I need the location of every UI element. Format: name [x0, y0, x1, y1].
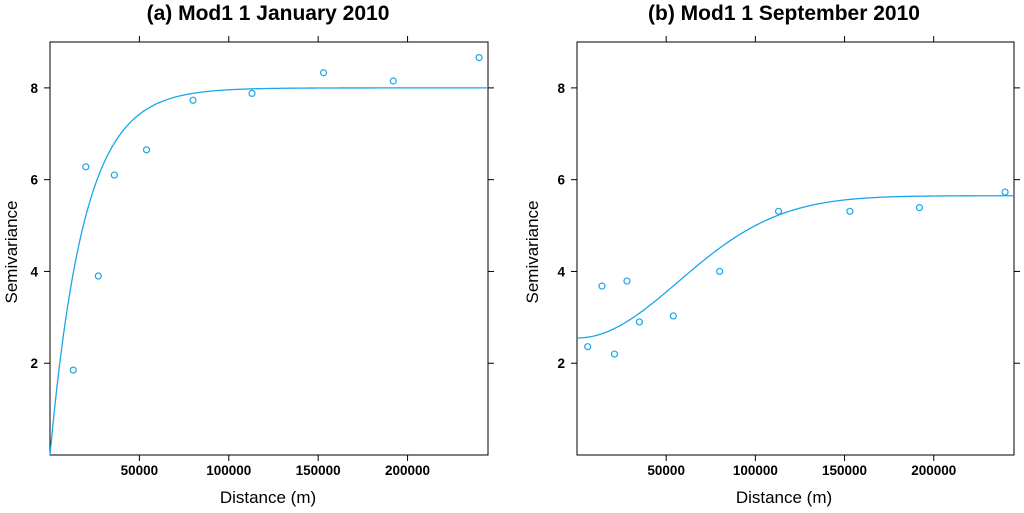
y-tick-label: 8	[30, 81, 38, 96]
data-point	[584, 343, 592, 351]
y-tick-label: 4	[30, 264, 38, 279]
panel-a-ylabel: Semivariance	[2, 201, 21, 304]
data-point	[1001, 188, 1009, 196]
fitted-variogram-line	[49, 87, 488, 456]
data-point	[69, 366, 77, 374]
y-tick-label: 6	[30, 173, 38, 188]
data-point	[475, 54, 483, 62]
data-point	[774, 207, 783, 215]
panel-a-axes: 50000 100000 150000 200000 2 4 6 8	[30, 36, 494, 478]
data-point	[669, 312, 677, 320]
panel-b-axes: 50000 100000 150000 200000 2 4 6 8	[557, 36, 1020, 478]
panel-b-plot-frame	[576, 41, 1015, 456]
panel-a: (a) Mod1 1 January 2010 Distance (m) Sem…	[2, 2, 494, 507]
data-point	[623, 277, 631, 285]
x-tick-label: 200000	[385, 463, 430, 478]
panel-a-title: (a) Mod1 1 January 2010	[147, 2, 390, 25]
y-tick-label: 4	[557, 264, 565, 279]
panel-a-plot-frame	[49, 41, 489, 456]
data-point	[189, 96, 197, 104]
panel-a-marks	[49, 54, 488, 456]
panel-b-title: (b) Mod1 1 September 2010	[648, 2, 920, 25]
data-point	[110, 171, 118, 179]
panel-b-ylabel: Semivariance	[523, 201, 542, 304]
y-tick-label: 8	[557, 81, 565, 96]
data-point	[248, 89, 256, 97]
data-point	[635, 318, 644, 326]
x-tick-label: 200000	[911, 463, 956, 478]
y-tick-label: 2	[557, 356, 565, 371]
x-tick-label: 150000	[822, 463, 867, 478]
data-point	[716, 267, 724, 276]
y-tick-label: 2	[30, 356, 38, 371]
data-point	[389, 77, 397, 85]
panel-a-xlabel: Distance (m)	[220, 488, 316, 507]
data-point	[94, 272, 102, 280]
data-point	[82, 163, 90, 171]
x-tick-label: 50000	[647, 463, 685, 478]
data-point	[142, 146, 151, 154]
data-point	[598, 282, 606, 290]
y-tick-label: 6	[557, 173, 565, 188]
x-tick-label: 100000	[733, 463, 778, 478]
data-point	[610, 350, 619, 358]
panel-b-xlabel: Distance (m)	[736, 488, 832, 507]
data-point	[915, 204, 924, 212]
panel-b-marks	[576, 188, 1014, 358]
x-tick-label: 100000	[206, 463, 251, 478]
panel-b: (b) Mod1 1 September 2010 Distance (m) S…	[523, 2, 1020, 507]
data-point	[846, 207, 854, 215]
x-tick-label: 150000	[296, 463, 341, 478]
data-point	[319, 69, 328, 77]
x-tick-label: 50000	[121, 463, 159, 478]
fitted-variogram-line	[576, 195, 1014, 339]
